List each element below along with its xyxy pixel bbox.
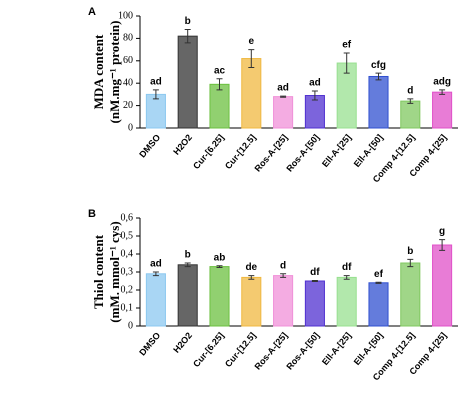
significance-label: ad <box>277 83 289 94</box>
bar <box>241 276 262 327</box>
error-bar <box>152 271 159 277</box>
y-axis-label: MDA content <box>91 34 106 109</box>
y-axis-label: (mM. mmol⁻¹ cys) <box>107 221 122 322</box>
significance-label: ad <box>150 259 162 270</box>
error-bar <box>216 265 223 268</box>
error-bar <box>343 275 350 280</box>
error-bar <box>184 262 191 268</box>
significance-label: b <box>407 246 413 257</box>
bar <box>368 75 389 129</box>
x-tick-label: Ell-A-[50] <box>352 330 385 367</box>
significance-label: ad <box>309 78 321 89</box>
x-tick-label: DMSO <box>137 330 162 357</box>
bar <box>368 282 389 327</box>
x-tick-label: Cur-[6.25] <box>191 132 226 171</box>
panel-label: A <box>88 6 96 18</box>
bar <box>432 244 453 327</box>
y-tick-label: 20 <box>123 100 133 111</box>
error-bar <box>311 279 318 283</box>
error-bar <box>216 78 223 91</box>
error-bar <box>248 49 255 69</box>
bar <box>145 273 166 327</box>
significance-label: ef <box>342 40 352 51</box>
y-tick-label: 0 <box>128 122 133 133</box>
significance-label: ab <box>214 252 226 263</box>
significance-label: de <box>245 262 257 273</box>
bar <box>273 275 294 327</box>
x-tick-label: Cur-[12.5] <box>223 330 258 369</box>
error-bar <box>407 258 414 268</box>
significance-label: d <box>280 260 286 271</box>
y-tick-label: 0,6 <box>121 212 134 223</box>
y-tick-label: 0,4 <box>121 248 134 259</box>
error-bar <box>375 72 382 81</box>
x-tick-label: Ell-A-[50] <box>352 132 385 169</box>
significance-label: b <box>185 16 191 27</box>
significance-label: d <box>407 86 413 97</box>
x-tick-label: Ell-A-[25] <box>320 132 353 169</box>
bar <box>273 96 294 129</box>
significance-label: e <box>249 36 255 47</box>
y-axis-label: (nM.mg⁻¹ protein) <box>107 21 122 124</box>
y-tick-label: 0,3 <box>121 266 134 277</box>
bar <box>209 266 230 327</box>
x-tick-label: Ell-A-[25] <box>320 330 353 367</box>
x-tick-label: Cur-[6.25] <box>191 330 226 369</box>
error-bar <box>439 239 446 251</box>
bar <box>304 280 325 327</box>
error-bar <box>439 89 446 95</box>
significance-label: adg <box>433 77 451 88</box>
x-tick-label: Ros-A-[50] <box>284 330 321 371</box>
bar <box>145 93 166 129</box>
significance-label: df <box>342 262 352 273</box>
y-tick-label: 0,2 <box>121 284 134 295</box>
error-bar <box>280 273 287 278</box>
x-tick-label: H2O2 <box>171 132 194 156</box>
y-tick-label: 60 <box>123 55 133 66</box>
y-tick-label: 0,1 <box>121 302 134 313</box>
error-bar <box>184 28 191 44</box>
significance-label: df <box>310 267 320 278</box>
bar <box>400 262 421 327</box>
bar <box>241 58 262 129</box>
significance-label: g <box>439 226 445 237</box>
bar <box>432 91 453 129</box>
x-tick-label: DMSO <box>137 132 162 159</box>
significance-label: b <box>185 250 191 261</box>
error-bar <box>152 89 159 100</box>
x-tick-label: H2O2 <box>171 330 194 354</box>
y-tick-label: 0,5 <box>121 230 134 241</box>
y-tick-label: 0 <box>128 320 133 331</box>
significance-label: ac <box>214 65 226 76</box>
significance-label: ef <box>374 269 384 280</box>
bar <box>400 100 421 129</box>
significance-label: ad <box>150 77 162 88</box>
error-bar <box>248 275 255 280</box>
panel-label: B <box>88 208 96 220</box>
error-bar <box>280 95 287 98</box>
y-tick-label: 100 <box>118 10 133 21</box>
error-bar <box>375 281 382 284</box>
error-bar <box>343 52 350 74</box>
significance-label: cfg <box>371 60 386 71</box>
bar <box>177 35 198 129</box>
y-tick-label: 40 <box>123 77 133 88</box>
y-axis-label: Thiol content <box>91 234 106 309</box>
error-bar <box>407 98 414 104</box>
bar <box>177 264 198 327</box>
error-bar <box>311 90 318 101</box>
x-tick-label: Cur-[12.5] <box>223 132 258 171</box>
x-tick-label: Ros-A-[50] <box>284 132 321 173</box>
bar <box>336 276 357 327</box>
y-tick-label: 80 <box>123 33 133 44</box>
bar <box>209 83 230 129</box>
